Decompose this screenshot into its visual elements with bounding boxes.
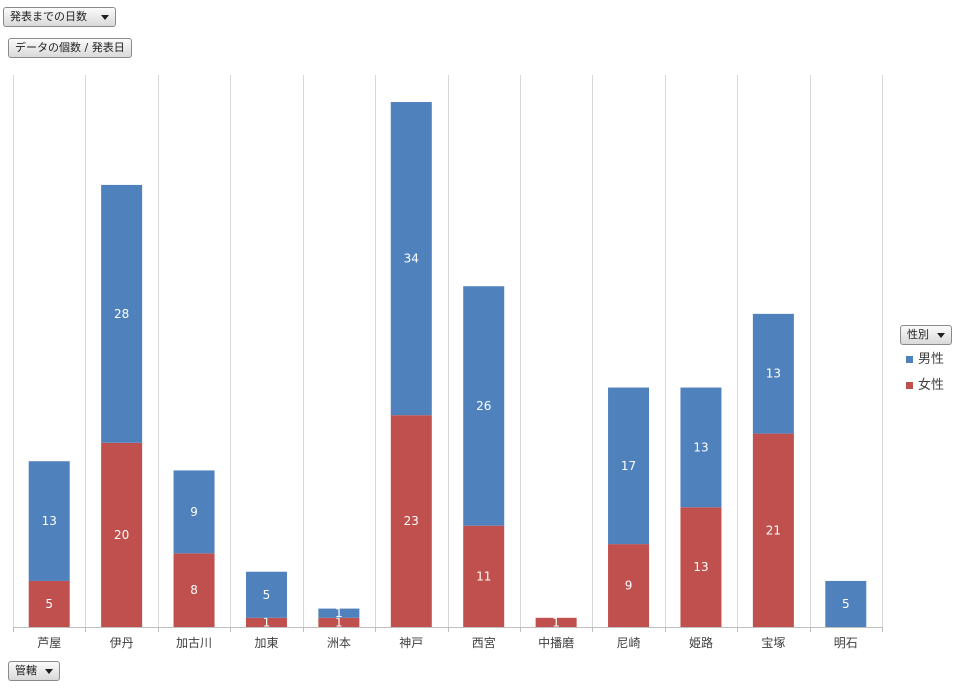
bar-male bbox=[825, 580, 867, 627]
data-label: 1 bbox=[552, 615, 560, 629]
data-label: 1 bbox=[335, 606, 343, 620]
values-field-label: データの個数 / 発表日 bbox=[15, 41, 125, 54]
axis-field-button[interactable]: 管轄 bbox=[8, 661, 60, 681]
data-label: 13 bbox=[693, 560, 708, 574]
bar-female bbox=[535, 617, 577, 627]
chevron-down-icon bbox=[45, 668, 53, 674]
x-tick-label: 尼崎 bbox=[617, 636, 641, 650]
bar-female bbox=[318, 617, 360, 627]
legend-label-female: 女性 bbox=[918, 378, 945, 393]
bar-male bbox=[245, 571, 287, 618]
legend-item-female: 女性 bbox=[906, 374, 944, 393]
bar-female bbox=[680, 507, 722, 627]
data-label: 1 bbox=[263, 615, 271, 629]
values-field-button[interactable]: データの個数 / 発表日 bbox=[8, 38, 132, 58]
data-label: 20 bbox=[114, 528, 129, 542]
bar-male bbox=[680, 387, 722, 508]
legend-swatch-female bbox=[906, 382, 913, 389]
data-label: 5 bbox=[842, 597, 850, 611]
data-label: 1 bbox=[335, 615, 343, 629]
x-tick-label: 中播磨 bbox=[538, 635, 574, 650]
bar-male bbox=[28, 461, 70, 581]
x-tick-label: 芦屋 bbox=[37, 636, 61, 650]
data-label: 8 bbox=[190, 583, 198, 597]
bar-male bbox=[390, 102, 432, 416]
data-label: 21 bbox=[766, 523, 781, 537]
x-tick-label: 洲本 bbox=[327, 636, 351, 650]
bar-male bbox=[101, 184, 143, 443]
data-label: 13 bbox=[693, 440, 708, 454]
bar-female bbox=[390, 415, 432, 627]
x-tick-label: 姫路 bbox=[689, 635, 713, 650]
legend-swatch-male bbox=[906, 356, 913, 363]
x-tick-label: 宝塚 bbox=[761, 636, 785, 650]
legend-field-button[interactable]: 性別 bbox=[900, 325, 952, 345]
data-label: 13 bbox=[766, 367, 781, 381]
legend-field-label: 性別 bbox=[907, 328, 929, 341]
data-label: 13 bbox=[42, 514, 57, 528]
bar-female bbox=[28, 580, 70, 627]
x-tick-label: 神戸 bbox=[399, 636, 423, 650]
report-filter-button[interactable]: 発表までの日数 bbox=[3, 7, 116, 27]
x-tick-label: 加東 bbox=[254, 636, 278, 650]
data-label: 11 bbox=[476, 569, 491, 583]
data-label: 9 bbox=[190, 505, 198, 519]
bar-male bbox=[752, 313, 794, 434]
bar-female bbox=[463, 525, 505, 627]
bar-male bbox=[463, 286, 505, 526]
bar-female bbox=[173, 553, 215, 627]
bar-female bbox=[245, 617, 287, 627]
legend-label-male: 男性 bbox=[918, 352, 945, 367]
bar-male bbox=[173, 470, 215, 554]
bar-male bbox=[318, 608, 360, 618]
data-label: 23 bbox=[404, 514, 419, 528]
data-label: 34 bbox=[404, 252, 419, 266]
bar-female bbox=[101, 442, 143, 627]
chevron-down-icon bbox=[101, 14, 109, 20]
data-label: 17 bbox=[621, 459, 636, 473]
x-tick-label: 加古川 bbox=[176, 635, 212, 650]
chevron-down-icon bbox=[937, 332, 945, 338]
data-label: 28 bbox=[114, 307, 129, 321]
data-label: 5 bbox=[45, 597, 53, 611]
x-tick-label: 西宮 bbox=[472, 635, 496, 650]
bar-male bbox=[608, 387, 650, 545]
data-label: 5 bbox=[263, 588, 271, 602]
report-filter-label: 発表までの日数 bbox=[10, 10, 87, 23]
x-tick-label: 明石 bbox=[834, 636, 858, 650]
data-label: 26 bbox=[476, 399, 491, 413]
bar-female bbox=[752, 433, 794, 627]
bar-female bbox=[608, 544, 650, 627]
x-tick-label: 伊丹 bbox=[110, 636, 134, 650]
legend-item-male: 男性 bbox=[906, 348, 944, 367]
data-label: 9 bbox=[625, 579, 633, 593]
axis-field-label: 管轄 bbox=[15, 664, 37, 677]
